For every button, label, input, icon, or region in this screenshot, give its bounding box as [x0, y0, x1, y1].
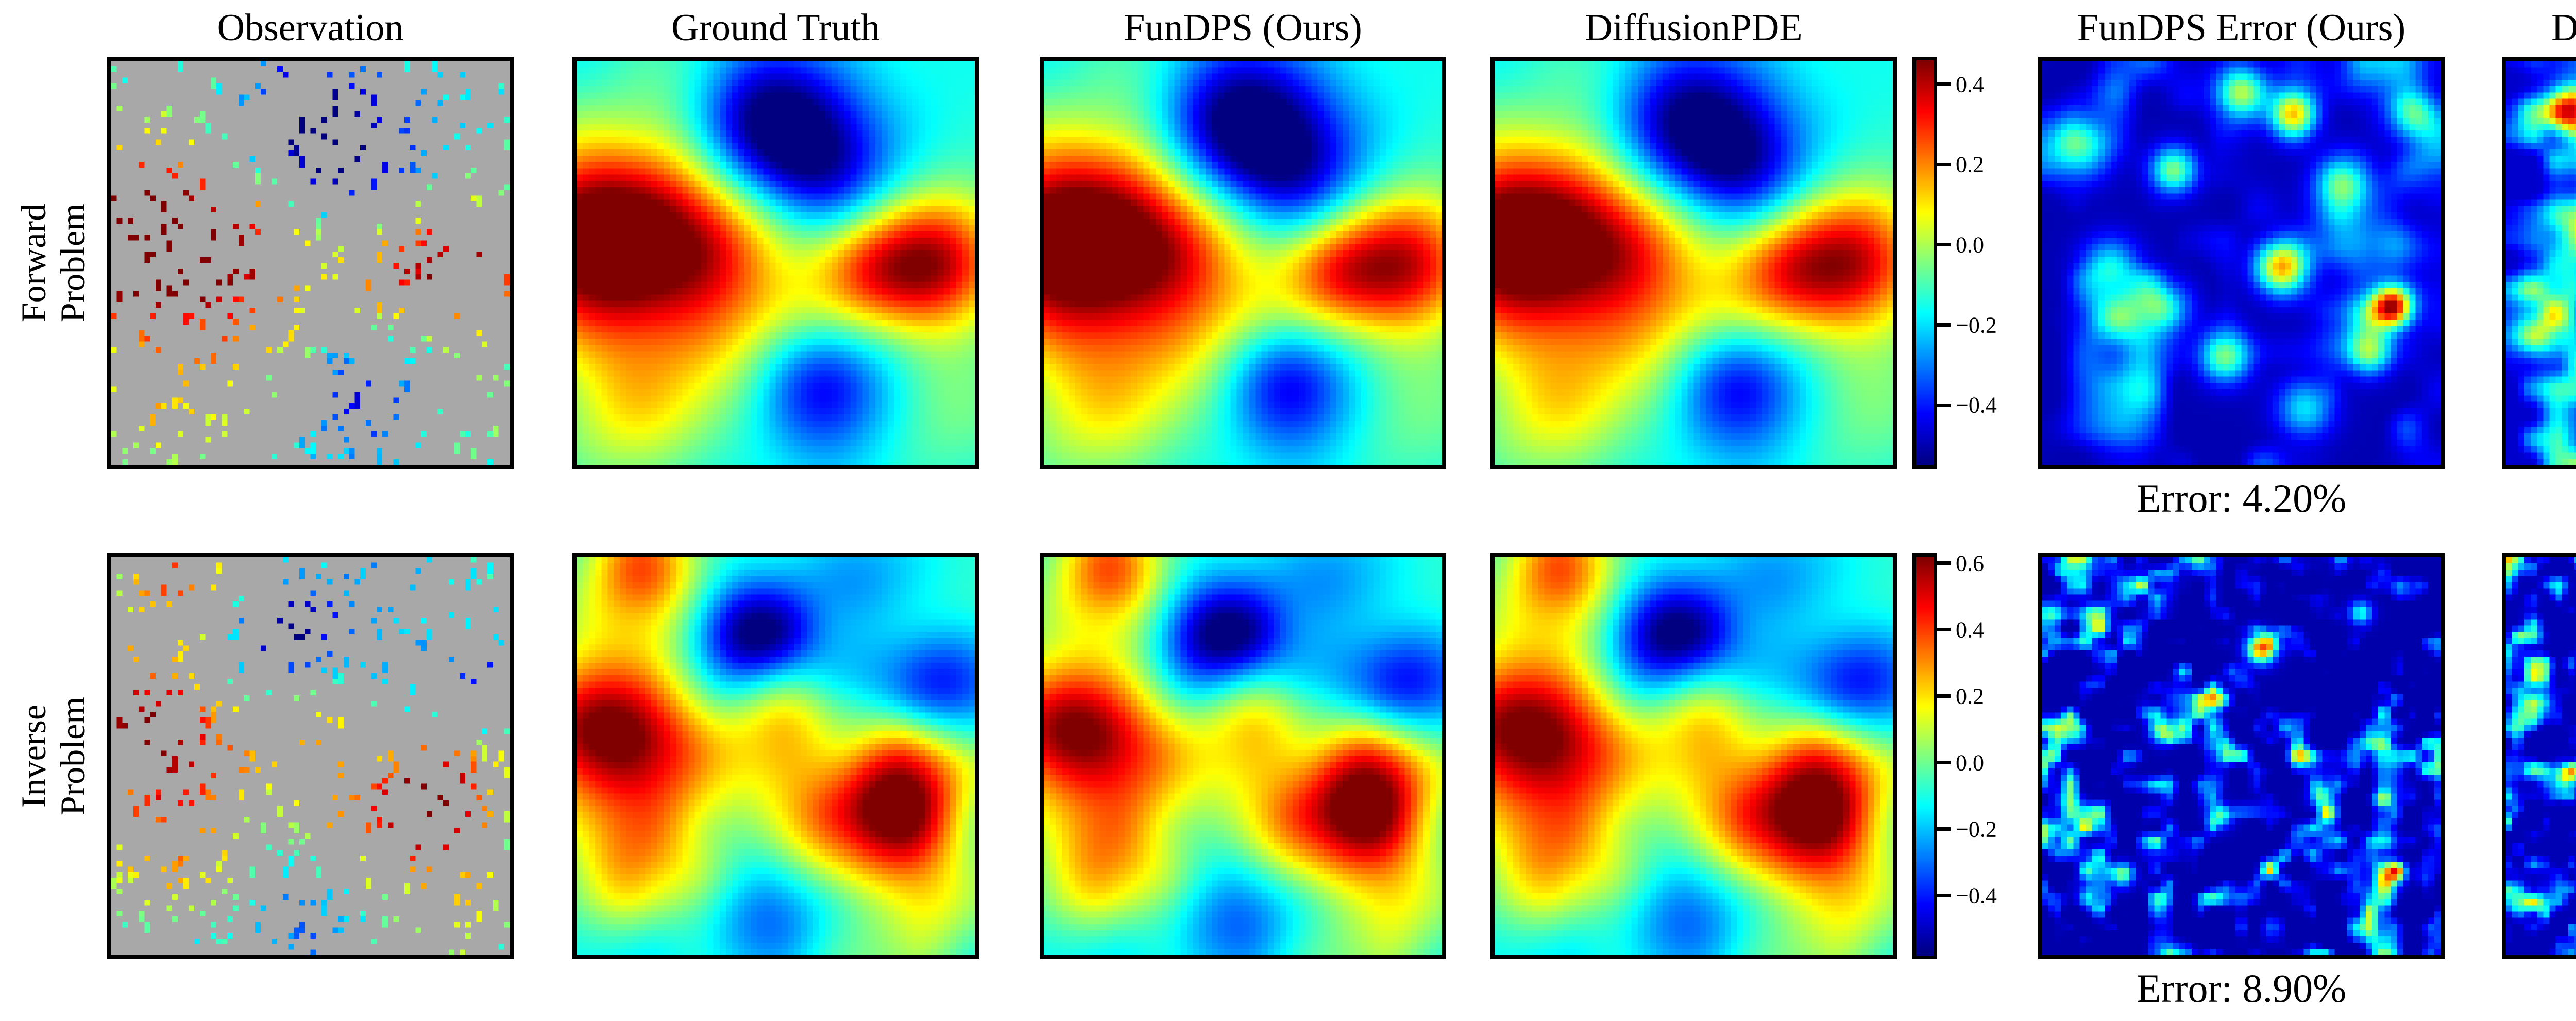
colorbar-tick [1937, 827, 1951, 831]
panel-inverse-ground_truth [572, 553, 979, 959]
column-title-fundps-error: FunDPS Error (Ours) [2077, 7, 2406, 49]
colorbar-tick-label: 0.4 [1956, 72, 1984, 97]
heatmap-forward-fundps [1044, 61, 1442, 465]
colorbar-tick-label: 0.0 [1956, 232, 1984, 258]
colorbar-tick [1937, 243, 1951, 247]
panel-forward-diffusionpde [1490, 57, 1897, 469]
colorbar-tick [1937, 628, 1951, 632]
colorbar-tick [1937, 323, 1951, 327]
panel-forward-fundps_error [2038, 57, 2445, 469]
panel-inverse-fundps [1040, 553, 1446, 959]
column-title-observation: Observation [217, 7, 404, 49]
colorbar-tick [1937, 561, 1951, 565]
heatmap-inverse-observation [111, 557, 510, 955]
colorbar-tick-label: −0.4 [1956, 392, 1997, 418]
heatmap-forward-fundps-error [2042, 61, 2441, 465]
panel-inverse-fundps_error [2038, 553, 2445, 959]
panel-forward-fundps [1040, 57, 1446, 469]
panel-forward-ground_truth [572, 57, 979, 469]
column-title-diffusionpde-error: DiffusionPDE Error [2551, 7, 2576, 49]
row-label-line: Forward [13, 203, 53, 323]
heatmap-inverse-diffusionpde [1495, 557, 1893, 955]
colorbar-tick-label: 0.2 [1956, 683, 1984, 709]
colorbar-tick [1937, 894, 1951, 898]
colorbar-gradient-forward-solution [1916, 60, 1934, 465]
colorbar-tick-label: 0.2 [1956, 152, 1984, 177]
colorbar-tick-label: −0.2 [1956, 312, 1997, 338]
error-label-inverse-fundps: Error: 8.90% [2136, 966, 2347, 1011]
panel-forward-diffusionpde_error [2502, 57, 2576, 469]
colorbar-tick [1937, 162, 1951, 166]
row-label-line: Inverse [13, 704, 53, 808]
row-label-forward-problem: Forward Problem [14, 204, 92, 322]
colorbar-tick [1937, 82, 1951, 87]
heatmap-forward-diffusionpde [1495, 61, 1893, 465]
colorbar-forward-solution [1912, 57, 1937, 469]
heatmap-inverse-fundps [1044, 557, 1442, 955]
heatmap-inverse-ground-truth [577, 557, 975, 955]
colorbar-tick [1937, 403, 1951, 407]
column-title-ground-truth: Ground Truth [671, 7, 880, 49]
colorbar-tick-label: 0.4 [1956, 617, 1984, 643]
colorbar-tick-label: 0.0 [1956, 750, 1984, 776]
column-title-diffusionpde: DiffusionPDE [1585, 7, 1803, 49]
column-title-fundps: FunDPS (Ours) [1124, 7, 1362, 49]
colorbar-tick-label: −0.2 [1956, 816, 1997, 842]
row-label-line: Problem [53, 203, 92, 323]
heatmap-forward-diffusionpde-error [2506, 61, 2576, 465]
panel-forward-observation [107, 57, 514, 469]
heatmap-inverse-diffusionpde-error [2506, 557, 2576, 955]
row-label-inverse-problem: Inverse Problem [14, 697, 92, 815]
panel-inverse-diffusionpde [1490, 553, 1897, 959]
colorbar-tick [1937, 761, 1951, 765]
heatmap-inverse-fundps-error [2042, 557, 2441, 955]
panel-inverse-diffusionpde_error [2502, 553, 2576, 959]
colorbar-inverse-solution [1912, 553, 1937, 959]
heatmap-forward-ground-truth [577, 61, 975, 465]
row-label-line: Problem [53, 696, 92, 816]
colorbar-gradient-inverse-solution [1916, 557, 1934, 956]
panel-inverse-observation [107, 553, 514, 959]
colorbar-tick [1937, 694, 1951, 698]
error-label-forward-fundps: Error: 4.20% [2136, 476, 2347, 521]
colorbar-tick-label: 0.6 [1956, 550, 1984, 576]
colorbar-tick-label: −0.4 [1956, 883, 1997, 909]
heatmap-forward-observation [111, 61, 510, 465]
